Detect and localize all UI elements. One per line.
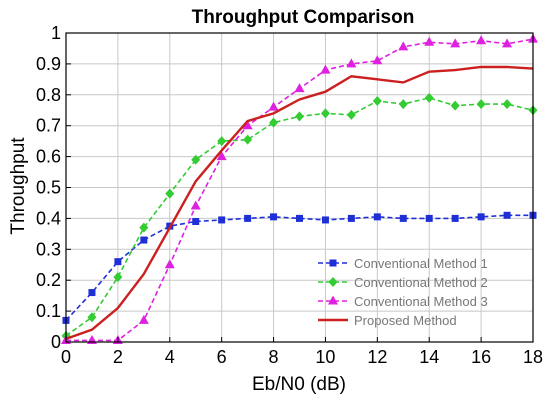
- y-tick-label: 0.5: [36, 178, 61, 198]
- data-point-diamond: [113, 272, 123, 283]
- x-tick-label: 18: [523, 347, 543, 367]
- data-point-square: [347, 214, 355, 222]
- data-point-square: [296, 214, 303, 222]
- series-layer: [61, 33, 538, 344]
- legend-item: Conventional Method 1: [318, 256, 488, 271]
- data-point-square: [399, 214, 407, 222]
- data-point-diamond: [320, 108, 330, 119]
- data-point-triangle: [164, 259, 175, 269]
- series-4: [65, 65, 534, 341]
- data-point-square: [329, 259, 337, 267]
- data-point-triangle: [398, 41, 409, 51]
- data-point-diamond: [217, 136, 227, 147]
- data-point-triangle: [346, 58, 357, 68]
- x-tick-label: 8: [269, 347, 279, 367]
- data-point-diamond: [502, 99, 512, 110]
- legend-label: Proposed Method: [354, 313, 457, 328]
- x-tick-label: 16: [471, 347, 491, 367]
- data-point-square: [244, 214, 252, 222]
- legend-item: Proposed Method: [318, 313, 457, 328]
- data-point-triangle: [450, 38, 461, 48]
- data-point-diamond: [87, 312, 97, 323]
- data-point-square: [321, 216, 329, 224]
- y-tick-label: 0: [51, 332, 61, 352]
- data-point-diamond: [372, 95, 382, 106]
- y-tick-label: 0.2: [36, 270, 61, 290]
- y-axis-label: Throughput: [8, 137, 29, 235]
- data-point-diamond: [450, 100, 460, 111]
- data-point-triangle: [190, 200, 201, 210]
- data-point-diamond: [398, 99, 408, 110]
- data-point-diamond: [346, 109, 356, 120]
- data-point-square: [270, 213, 278, 221]
- data-point-triangle: [294, 83, 305, 93]
- y-tick-label: 0.4: [36, 208, 61, 228]
- x-axis-label: Eb/N0 (dB): [252, 374, 346, 395]
- data-point-triangle: [216, 151, 227, 161]
- series-line: [65, 65, 534, 341]
- data-point-square: [140, 236, 148, 244]
- data-point-square: [373, 213, 381, 221]
- x-tick-label: 6: [217, 347, 227, 367]
- tick-labels: 0 2 4 6 8 10 12 14 16 18 0 0.1 0.2 0.3 0.4 0.5 0.6 0.7 0.8…: [36, 23, 543, 367]
- y-tick-label: 0.1: [36, 301, 61, 321]
- data-point-diamond: [424, 92, 434, 103]
- x-tick-label: 12: [367, 347, 387, 367]
- data-point-square: [218, 216, 226, 224]
- x-tick-label: 2: [113, 347, 123, 367]
- data-point-triangle: [138, 314, 149, 324]
- legend-label: Conventional Method 2: [354, 275, 488, 290]
- x-tick-label: 10: [315, 347, 335, 367]
- data-point-square: [477, 213, 485, 221]
- legend-item: Conventional Method 3: [318, 294, 488, 309]
- data-point-square: [503, 211, 511, 219]
- data-point-triangle: [86, 334, 97, 344]
- data-point-diamond: [328, 277, 338, 287]
- data-point-triangle: [242, 120, 253, 130]
- legend-label: Conventional Method 1: [354, 256, 488, 271]
- data-point-square: [425, 214, 433, 222]
- data-point-triangle: [328, 295, 338, 305]
- data-point-diamond: [165, 188, 175, 199]
- x-tick-label: 0: [61, 347, 71, 367]
- data-point-diamond: [243, 134, 253, 145]
- data-point-square: [88, 289, 96, 297]
- data-point-diamond: [269, 117, 279, 128]
- data-point-diamond: [295, 111, 304, 122]
- y-tick-label: 0.3: [36, 239, 61, 259]
- data-point-triangle: [476, 35, 487, 45]
- chart-title: Throughput Comparison: [192, 7, 415, 28]
- y-tick-label: 0.7: [36, 116, 61, 136]
- data-point-triangle: [424, 36, 435, 46]
- data-point-square: [192, 217, 200, 225]
- x-tick-label: 4: [165, 347, 175, 367]
- data-point-square: [114, 258, 122, 266]
- data-point-diamond: [476, 99, 486, 110]
- x-tick-label: 14: [419, 347, 439, 367]
- y-tick-label: 0.9: [36, 54, 61, 74]
- data-point-triangle: [268, 101, 279, 111]
- data-point-triangle: [320, 64, 331, 74]
- data-point-diamond: [139, 222, 149, 233]
- data-point-triangle: [502, 38, 513, 48]
- y-tick-label: 0.8: [36, 85, 61, 105]
- legend-label: Conventional Method 3: [354, 294, 488, 309]
- data-point-square: [451, 214, 459, 222]
- y-tick-label: 1: [51, 23, 61, 43]
- legend-item: Conventional Method 2: [318, 275, 488, 290]
- data-point-diamond: [191, 154, 201, 165]
- legend: Conventional Method 1 Conventional Method…: [318, 256, 488, 328]
- y-tick-label: 0.6: [36, 147, 61, 167]
- data-point-triangle: [372, 55, 383, 65]
